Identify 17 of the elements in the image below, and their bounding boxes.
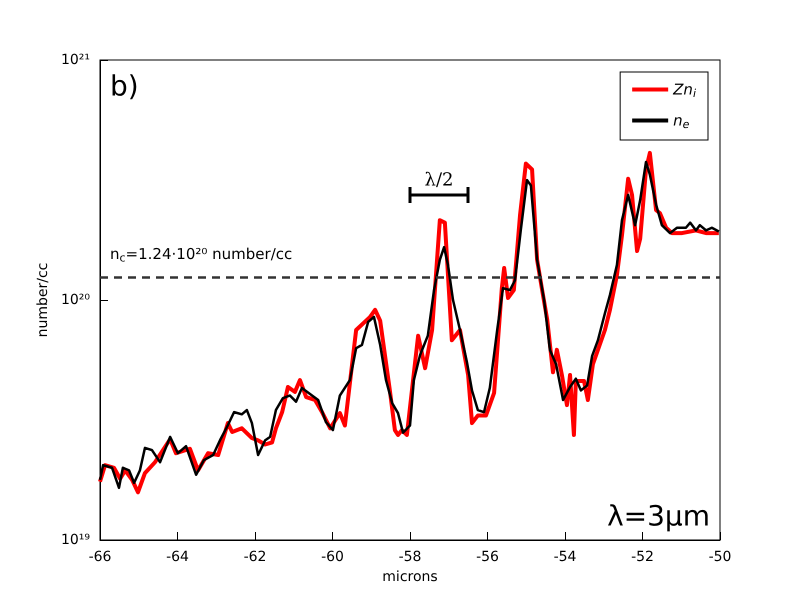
x-tick-label: -52	[631, 549, 654, 565]
x-tick-label: -58	[398, 549, 422, 565]
x-tick-label: -66	[88, 549, 112, 565]
x-tick-label: -54	[554, 549, 577, 565]
x-axis-title: microns	[382, 569, 438, 585]
annotation: λ=3μm	[607, 500, 710, 532]
y-tick-label: 10²¹	[60, 52, 90, 68]
y-tick-label: 10¹⁹	[60, 532, 90, 548]
x-tick-label: -60	[321, 549, 344, 565]
y-tick-label: 10²⁰	[60, 292, 90, 308]
x-tick-label: -56	[476, 549, 500, 565]
x-tick-label: -50	[708, 549, 732, 565]
annotation: b)	[110, 70, 139, 102]
x-tick-label: -64	[166, 549, 190, 565]
annotation: λ/2	[424, 170, 454, 190]
y-axis-title: number/cc	[35, 262, 52, 338]
x-tick-label: -62	[244, 549, 266, 565]
